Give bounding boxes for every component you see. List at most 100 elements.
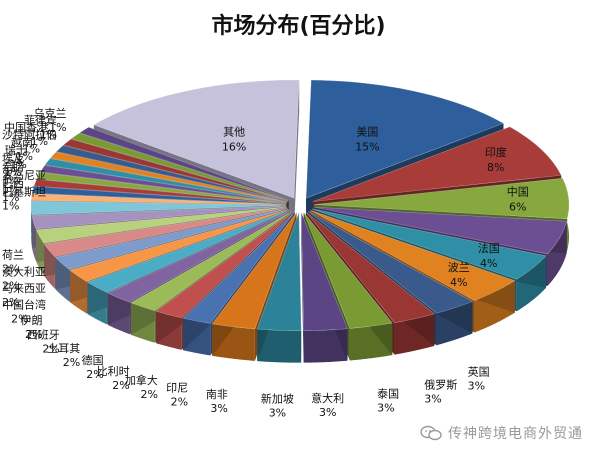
pie-slice <box>36 171 287 204</box>
slice-value-label: 3% <box>210 402 227 415</box>
pie-slice <box>305 79 505 199</box>
slice-label: 中国香港 <box>4 121 48 134</box>
pie-slice <box>55 145 288 202</box>
pie-slice <box>35 206 287 244</box>
slice-label: 乌克兰 <box>34 106 67 120</box>
slice-value-label: 1% <box>49 121 66 134</box>
pie-slice <box>49 151 288 203</box>
slice-label: 泰国 <box>377 386 399 400</box>
slice-label: 新加坡 <box>261 391 294 405</box>
slice-label: 德国 <box>82 353 104 367</box>
slice-label: 巴西 <box>2 177 24 190</box>
slice-value-label: 2% <box>11 312 28 325</box>
pie-slice <box>33 179 287 204</box>
slice-value-label: 1% <box>39 128 56 141</box>
slice-label: 法国 <box>478 241 500 255</box>
slice-value-label: 3% <box>377 401 394 414</box>
slice-value-label: 2% <box>63 356 80 369</box>
slice-value-label: 1% <box>16 150 33 163</box>
slice-label: 比利时 <box>97 365 130 378</box>
slice-label: 印度 <box>485 145 507 159</box>
pie-slice <box>54 208 288 270</box>
slice-value-label: 1% <box>4 166 21 179</box>
pie-slice <box>107 210 291 303</box>
slice-label: 西班牙 <box>27 328 60 341</box>
wechat-icon <box>420 425 442 441</box>
pie-slice <box>30 200 287 216</box>
pie-slice <box>211 212 297 330</box>
slice-value-label: 4% <box>480 257 497 270</box>
watermark: 传神跨境电商外贸通 <box>420 423 583 443</box>
slice-label: 英国 <box>468 365 490 379</box>
slice-value-label: 1% <box>9 158 26 171</box>
slice-value-label: 2% <box>42 342 59 355</box>
slice-label: 伊朗 <box>20 314 42 327</box>
slice-label: 土耳其 <box>47 342 80 355</box>
pie-slice <box>31 186 287 205</box>
slice-label: 中国台湾 <box>2 297 46 311</box>
slice-label: 越南 <box>11 135 33 149</box>
pie-slice-wall <box>301 212 304 363</box>
pie-slice <box>312 126 562 202</box>
slice-label: 美国 <box>356 126 378 139</box>
pie-slice <box>62 138 288 202</box>
pie-slice <box>310 209 516 301</box>
slice-value-label: 8% <box>487 161 504 174</box>
slice-value-label: 1% <box>2 183 19 196</box>
pie-slice <box>86 209 290 293</box>
pie-slice <box>70 132 289 202</box>
slice-value-label: 1% <box>2 191 19 204</box>
pie-slice <box>312 208 547 280</box>
watermark-text: 传神跨境电商外贸通 <box>448 426 583 442</box>
slice-label: 菲律宾 <box>24 113 57 127</box>
pie-slice <box>31 205 287 230</box>
slice-label: 印尼 <box>166 381 188 394</box>
pie-slice <box>130 210 292 312</box>
pie-slice <box>30 193 287 205</box>
slice-value-label: 3% <box>269 406 286 419</box>
pie-slice-wall <box>303 328 348 363</box>
pie-slice <box>305 211 436 323</box>
pie-slice-wall <box>294 80 300 231</box>
slice-value-label: 2% <box>112 379 129 392</box>
pie-slice <box>256 212 302 331</box>
slice-label: 马来西亚 <box>2 282 46 295</box>
slice-label: 意大利 <box>311 391 344 405</box>
pie-slice <box>79 126 289 201</box>
pie-tops <box>30 79 570 331</box>
pie-slice <box>44 158 287 203</box>
slice-value-label: 2% <box>2 296 19 309</box>
slice-label: 瑞士 <box>5 143 27 157</box>
slice-value-label: 2% <box>140 388 157 401</box>
slice-value-label: 2% <box>25 328 42 341</box>
slice-label: 巴基斯坦 <box>2 185 46 199</box>
slice-value-label: 3% <box>424 393 441 406</box>
slice-label: 波兰 <box>448 261 470 274</box>
slice-value-label: 1% <box>23 143 40 156</box>
slice-value-label: 4% <box>450 276 467 289</box>
slice-value-label: 1% <box>2 174 19 187</box>
pie-slice <box>313 177 570 220</box>
pie-slice <box>93 79 300 199</box>
pie-slice <box>301 212 348 331</box>
slice-label: 俄罗斯 <box>424 379 457 392</box>
slice-value-label: 2% <box>2 262 19 275</box>
slice-label: 南非 <box>206 388 228 401</box>
slice-label: 加拿大 <box>125 373 158 387</box>
slice-label: 其他 <box>223 125 245 138</box>
slice-value-label: 2% <box>2 279 19 292</box>
chart-title: 市场分布(百分比) <box>211 14 386 39</box>
slice-label: 沙特阿拉伯 <box>2 128 57 142</box>
slice-value-label: 3% <box>319 406 336 419</box>
slice-label: 荷兰 <box>2 248 24 261</box>
pie-slice <box>313 206 568 255</box>
slice-label: 罗马尼亚 <box>2 169 46 182</box>
pie-slice <box>182 211 295 324</box>
slice-value-label: 2% <box>171 395 188 408</box>
pie-slice-wall <box>257 329 302 363</box>
slice-value-label: 2% <box>86 368 103 381</box>
pie-slice <box>40 165 287 204</box>
pie-slice-wall <box>156 211 294 344</box>
